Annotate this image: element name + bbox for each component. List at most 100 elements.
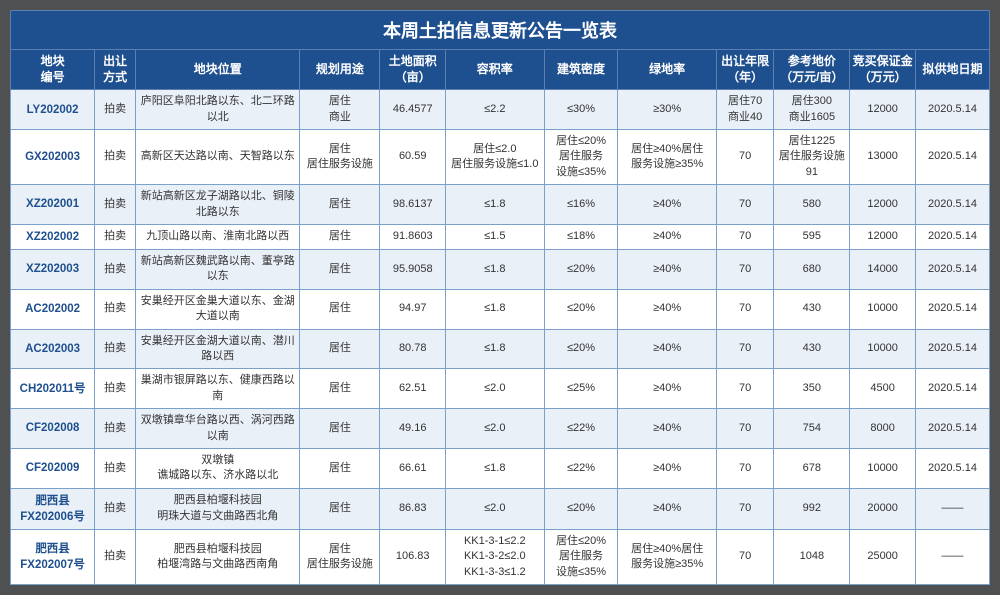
cell-id: CF202008 [11, 409, 95, 449]
cell-id: XZ202002 [11, 224, 95, 249]
cell-price: 992 [774, 488, 850, 529]
header-row: 地块编号 出让方式 地块位置 规划用途 土地面积（亩） 容积率 建筑密度 绿地率… [11, 50, 990, 90]
col-header-dep: 竞买保证金（万元） [850, 50, 916, 90]
cell-date: 2020.5.14 [915, 90, 989, 130]
cell-method: 拍卖 [95, 90, 136, 130]
cell-term: 70 [716, 224, 773, 249]
cell-method: 拍卖 [95, 185, 136, 225]
cell-green: ≥40% [618, 409, 717, 449]
cell-term: 居住70商业40 [716, 90, 773, 130]
cell-far: KK1-3-1≤2.2KK1-3-2≤2.0KK1-3-3≤1.2 [446, 529, 545, 584]
cell-far: ≤1.8 [446, 289, 545, 329]
cell-green: ≥40% [618, 224, 717, 249]
cell-use: 居住商业 [300, 90, 380, 130]
table-body: LY202002拍卖庐阳区阜阳北路以东、北二环路以北居住商业46.4577≤2.… [11, 90, 990, 585]
cell-dens: ≤20% [544, 289, 618, 329]
cell-dep: 4500 [850, 369, 916, 409]
cell-use: 居住 [300, 488, 380, 529]
cell-far: ≤2.0 [446, 488, 545, 529]
cell-id: XZ202003 [11, 250, 95, 290]
cell-dep: 13000 [850, 129, 916, 184]
cell-method: 拍卖 [95, 224, 136, 249]
table-row: AC202002拍卖安巢经开区金巢大道以东、金湖大道以南居住94.97≤1.8≤… [11, 289, 990, 329]
table-row: AC202003拍卖安巢经开区金湖大道以南、潜川路以西居住80.78≤1.8≤2… [11, 329, 990, 369]
cell-id: CF202009 [11, 448, 95, 488]
cell-term: 70 [716, 329, 773, 369]
cell-far: ≤1.5 [446, 224, 545, 249]
col-header-loc: 地块位置 [136, 50, 300, 90]
cell-price: 居住1225居住服务设施91 [774, 129, 850, 184]
cell-loc: 新站高新区龙子湖路以北、铜陵北路以东 [136, 185, 300, 225]
cell-dens: ≤20% [544, 488, 618, 529]
cell-area: 66.61 [380, 448, 446, 488]
cell-date: 2020.5.14 [915, 224, 989, 249]
cell-price: 595 [774, 224, 850, 249]
cell-term: 70 [716, 129, 773, 184]
cell-price: 430 [774, 329, 850, 369]
cell-far: ≤1.8 [446, 448, 545, 488]
table-row: LY202002拍卖庐阳区阜阳北路以东、北二环路以北居住商业46.4577≤2.… [11, 90, 990, 130]
cell-area: 80.78 [380, 329, 446, 369]
cell-loc: 安巢经开区金湖大道以南、潜川路以西 [136, 329, 300, 369]
cell-term: 70 [716, 448, 773, 488]
cell-date: 2020.5.14 [915, 250, 989, 290]
table-row: CH202011号拍卖巢湖市银屏路以东、健康西路以南居住62.51≤2.0≤25… [11, 369, 990, 409]
cell-loc: 双墩镇章华台路以西、涡河西路以南 [136, 409, 300, 449]
cell-term: 70 [716, 185, 773, 225]
cell-term: 70 [716, 409, 773, 449]
cell-id: 肥西县FX202006号 [11, 488, 95, 529]
cell-method: 拍卖 [95, 488, 136, 529]
cell-price: 350 [774, 369, 850, 409]
cell-use: 居住 [300, 250, 380, 290]
cell-date: 2020.5.14 [915, 185, 989, 225]
cell-green: ≥40% [618, 448, 717, 488]
cell-use: 居住 [300, 369, 380, 409]
cell-date: 2020.5.14 [915, 329, 989, 369]
cell-area: 98.6137 [380, 185, 446, 225]
cell-dens: ≤30% [544, 90, 618, 130]
cell-use: 居住 [300, 448, 380, 488]
cell-loc: 新站高新区魏武路以南、董亭路以东 [136, 250, 300, 290]
cell-price: 678 [774, 448, 850, 488]
cell-date: 2020.5.14 [915, 448, 989, 488]
cell-id: LY202002 [11, 90, 95, 130]
land-auction-table: 本周土拍信息更新公告一览表 地块编号 出让方式 地块位置 规划用途 土地面积（亩… [10, 10, 990, 585]
cell-loc: 肥西县柏堰科技园柏堰湾路与文曲路西南角 [136, 529, 300, 584]
cell-date: 2020.5.14 [915, 409, 989, 449]
cell-id: AC202002 [11, 289, 95, 329]
land-auction-table-container: 本周土拍信息更新公告一览表 地块编号 出让方式 地块位置 规划用途 土地面积（亩… [10, 10, 990, 585]
cell-use: 居住居住服务设施 [300, 529, 380, 584]
cell-area: 95.9058 [380, 250, 446, 290]
cell-green: ≥40% [618, 289, 717, 329]
cell-green: ≥40% [618, 250, 717, 290]
cell-green: 居住≥40%居住服务设施≥35% [618, 129, 717, 184]
cell-green: ≥40% [618, 488, 717, 529]
cell-term: 70 [716, 250, 773, 290]
cell-dens: ≤20% [544, 250, 618, 290]
cell-price: 680 [774, 250, 850, 290]
cell-far: ≤2.0 [446, 369, 545, 409]
cell-dep: 10000 [850, 448, 916, 488]
cell-use: 居住 [300, 185, 380, 225]
cell-far: ≤1.8 [446, 250, 545, 290]
cell-term: 70 [716, 369, 773, 409]
cell-date: —— [915, 529, 989, 584]
table-row: CF202008拍卖双墩镇章华台路以西、涡河西路以南居住49.16≤2.0≤22… [11, 409, 990, 449]
cell-dens: ≤18% [544, 224, 618, 249]
cell-term: 70 [716, 529, 773, 584]
cell-date: 2020.5.14 [915, 289, 989, 329]
cell-id: AC202003 [11, 329, 95, 369]
col-header-id: 地块编号 [11, 50, 95, 90]
cell-dep: 14000 [850, 250, 916, 290]
col-header-price: 参考地价（万元/亩） [774, 50, 850, 90]
table-row: CF202009拍卖双墩镇谯城路以东、济水路以北居住66.61≤1.8≤22%≥… [11, 448, 990, 488]
cell-far: ≤2.2 [446, 90, 545, 130]
cell-loc: 巢湖市银屏路以东、健康西路以南 [136, 369, 300, 409]
cell-loc: 肥西县柏堰科技园明珠大道与文曲路西北角 [136, 488, 300, 529]
cell-term: 70 [716, 488, 773, 529]
cell-id: 肥西县FX202007号 [11, 529, 95, 584]
cell-use: 居住 [300, 409, 380, 449]
table-row: XZ202002拍卖九顶山路以南、淮南北路以西居住91.8603≤1.5≤18%… [11, 224, 990, 249]
cell-use: 居住 [300, 289, 380, 329]
table-row: XZ202003拍卖新站高新区魏武路以南、董亭路以东居住95.9058≤1.8≤… [11, 250, 990, 290]
